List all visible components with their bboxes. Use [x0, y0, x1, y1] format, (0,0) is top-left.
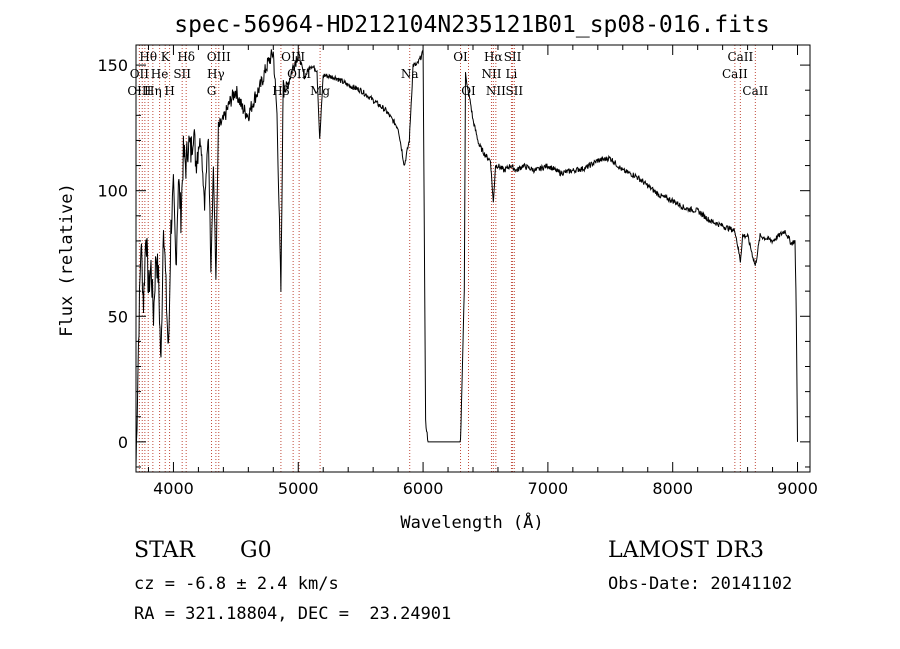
- y-tick-label: 50: [108, 307, 128, 326]
- line-label: He: [151, 67, 169, 81]
- survey-name: LAMOST DR3: [608, 538, 764, 563]
- line-label: Mg: [310, 84, 330, 98]
- y-axis-ticks: 0 50 100 150: [97, 56, 810, 468]
- line-label: SII: [173, 67, 191, 81]
- x-tick-label: 9000: [777, 479, 818, 498]
- line-label: Hδ: [177, 50, 195, 64]
- y-tick-label: 100: [97, 182, 128, 201]
- y-tick-label: 0: [118, 433, 128, 452]
- line-label: CaII: [722, 67, 748, 81]
- line-label: Na: [401, 67, 419, 81]
- line-label: Hθ: [139, 50, 157, 64]
- redshift-cz: cz = -6.8 ± 2.4 km/s: [134, 574, 339, 594]
- x-axis-ticks: 4000 5000 6000 7000 8000 9000: [147, 45, 818, 498]
- x-tick-label: 8000: [652, 479, 693, 498]
- x-tick-label: 7000: [528, 479, 569, 498]
- line-label: Hβ: [272, 84, 289, 98]
- line-label: NII: [486, 84, 506, 98]
- line-label: Hα: [484, 50, 503, 64]
- object-class: STAR: [134, 538, 195, 563]
- x-tick-label: 6000: [403, 479, 444, 498]
- line-label: K: [161, 50, 171, 64]
- y-axis-label: Flux (relative): [57, 183, 77, 337]
- plot-frame: [135, 44, 811, 473]
- y-tick-label: 150: [97, 56, 128, 75]
- line-label: OI: [453, 50, 468, 64]
- obs-date: Obs-Date: 20141102: [608, 574, 793, 594]
- line-label: Hη: [144, 84, 162, 98]
- line-label: Li: [506, 67, 518, 81]
- chart-title: spec-56964-HD212104N235121B01_sp08-016.f…: [174, 12, 769, 38]
- object-subclass: G0: [240, 538, 272, 563]
- line-label: H: [164, 84, 174, 98]
- line-label: OII: [130, 67, 150, 81]
- x-tick-label: 5000: [278, 479, 319, 498]
- x-tick-label: 4000: [153, 479, 194, 498]
- x-axis-label: Wavelength (Å): [400, 511, 543, 533]
- line-label: NII: [481, 67, 501, 81]
- line-label: OIII: [207, 50, 231, 64]
- line-label: OIII: [127, 84, 151, 98]
- line-label: OIII: [281, 50, 305, 64]
- line-label: SII: [505, 84, 523, 98]
- line-label: CaII: [727, 50, 753, 64]
- line-markers: [138, 45, 756, 472]
- spectrum-series-line: [135, 49, 798, 468]
- line-label: CaII: [742, 84, 768, 98]
- line-label: G: [207, 84, 217, 98]
- line-label: SII: [504, 50, 522, 64]
- line-label: Hγ: [207, 67, 225, 81]
- ra-dec: RA = 321.18804, DEC = 23.24901: [134, 604, 452, 624]
